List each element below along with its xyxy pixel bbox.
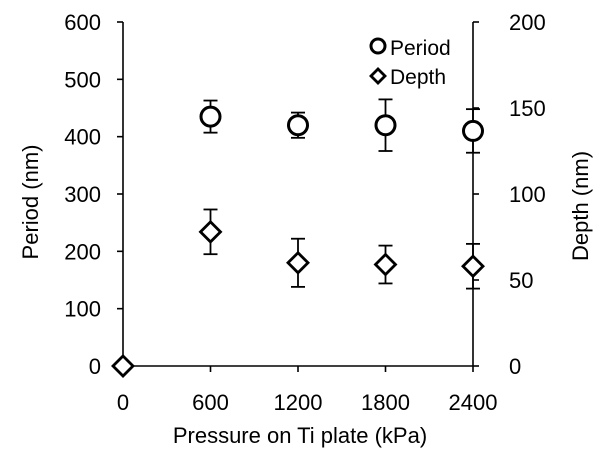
y-tick-label: 500 — [64, 67, 101, 92]
x-tick-label: 1800 — [361, 390, 410, 415]
x-tick-label: 1200 — [274, 390, 323, 415]
x-tick-label: 0 — [117, 390, 129, 415]
y-tick-label: 300 — [64, 182, 101, 207]
depth-point — [373, 252, 398, 277]
chart-marks — [111, 98, 485, 378]
legend-depth-marker — [369, 67, 387, 85]
y-tick-label: 400 — [64, 125, 101, 150]
x-tick-label: 600 — [192, 390, 229, 415]
legend-period-label: Period — [390, 37, 451, 60]
y-tick-label: 200 — [64, 239, 101, 264]
legend-depth-label: Depth — [390, 66, 446, 89]
depth-point — [286, 250, 310, 275]
y2-tick-label: 150 — [509, 96, 546, 121]
y-tick-label: 600 — [64, 10, 101, 35]
period-point — [374, 114, 397, 137]
period-point — [462, 119, 484, 142]
x-axis-title: Pressure on Ti plate (kPa) — [173, 423, 427, 448]
chart-axes: 0 600 1200 1800 2400 0 100 200 300 400 500 600 0 50 10… — [64, 10, 545, 415]
depth-point — [198, 219, 223, 244]
y2-tick-label: 100 — [509, 182, 546, 207]
y-tick-label: 100 — [64, 297, 101, 322]
legend-period-marker — [369, 37, 387, 55]
y2-tick-label: 200 — [509, 10, 546, 35]
period-point — [199, 105, 222, 128]
y-tick-label: 0 — [89, 354, 101, 379]
y2-axis-title: Depth (nm) — [568, 151, 593, 261]
y2-tick-label: 0 — [509, 354, 521, 379]
x-tick-label: 2400 — [449, 390, 498, 415]
y-axis-title: Period (nm) — [18, 145, 43, 260]
chart-legend: Period Depth — [369, 37, 451, 89]
period-point — [287, 114, 309, 137]
depth-point — [461, 254, 485, 279]
y2-tick-label: 50 — [509, 268, 533, 293]
depth-point — [111, 354, 135, 378]
